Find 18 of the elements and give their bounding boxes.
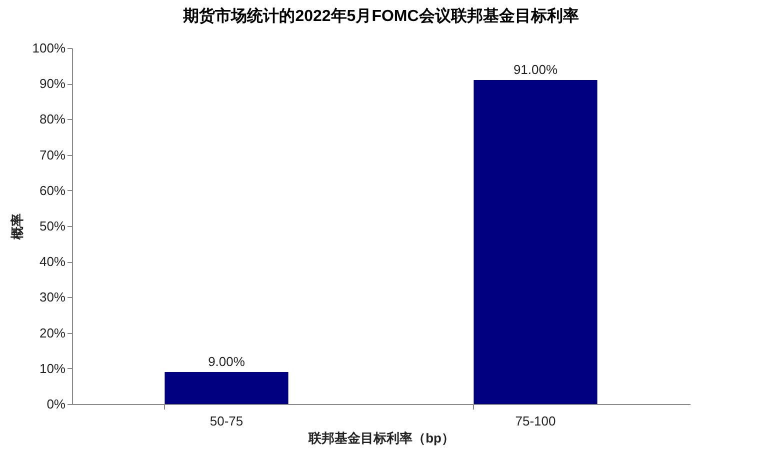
y-axis-title: 概率 (9, 214, 24, 240)
text: 9.00% (208, 354, 245, 369)
y-tick-label: 80% (39, 112, 66, 127)
chart-title: 期货市场统计的2022年5月FOMC会议联邦基金目标利率 (182, 6, 579, 25)
y-tick-label: 0% (46, 396, 66, 412)
y-tick-label: 70% (39, 147, 66, 162)
text: 91.00% (513, 62, 558, 78)
y-tick-label: 10% (39, 360, 66, 376)
x-axis-title: 联邦基金目标利率（bp） (308, 430, 454, 446)
y-tick-label: 40% (39, 254, 66, 270)
y-tick-label: 100% (32, 40, 66, 56)
y-tick-label: 90% (39, 76, 66, 92)
y-tick-label: 30% (39, 290, 66, 305)
y-tick-label: 60% (39, 182, 66, 198)
y-tick-label: 20% (39, 325, 66, 340)
x-tick-label: 75-100 (515, 414, 556, 428)
y-tick-label: 50% (39, 218, 66, 234)
x-tick-label: 50-75 (210, 414, 244, 428)
